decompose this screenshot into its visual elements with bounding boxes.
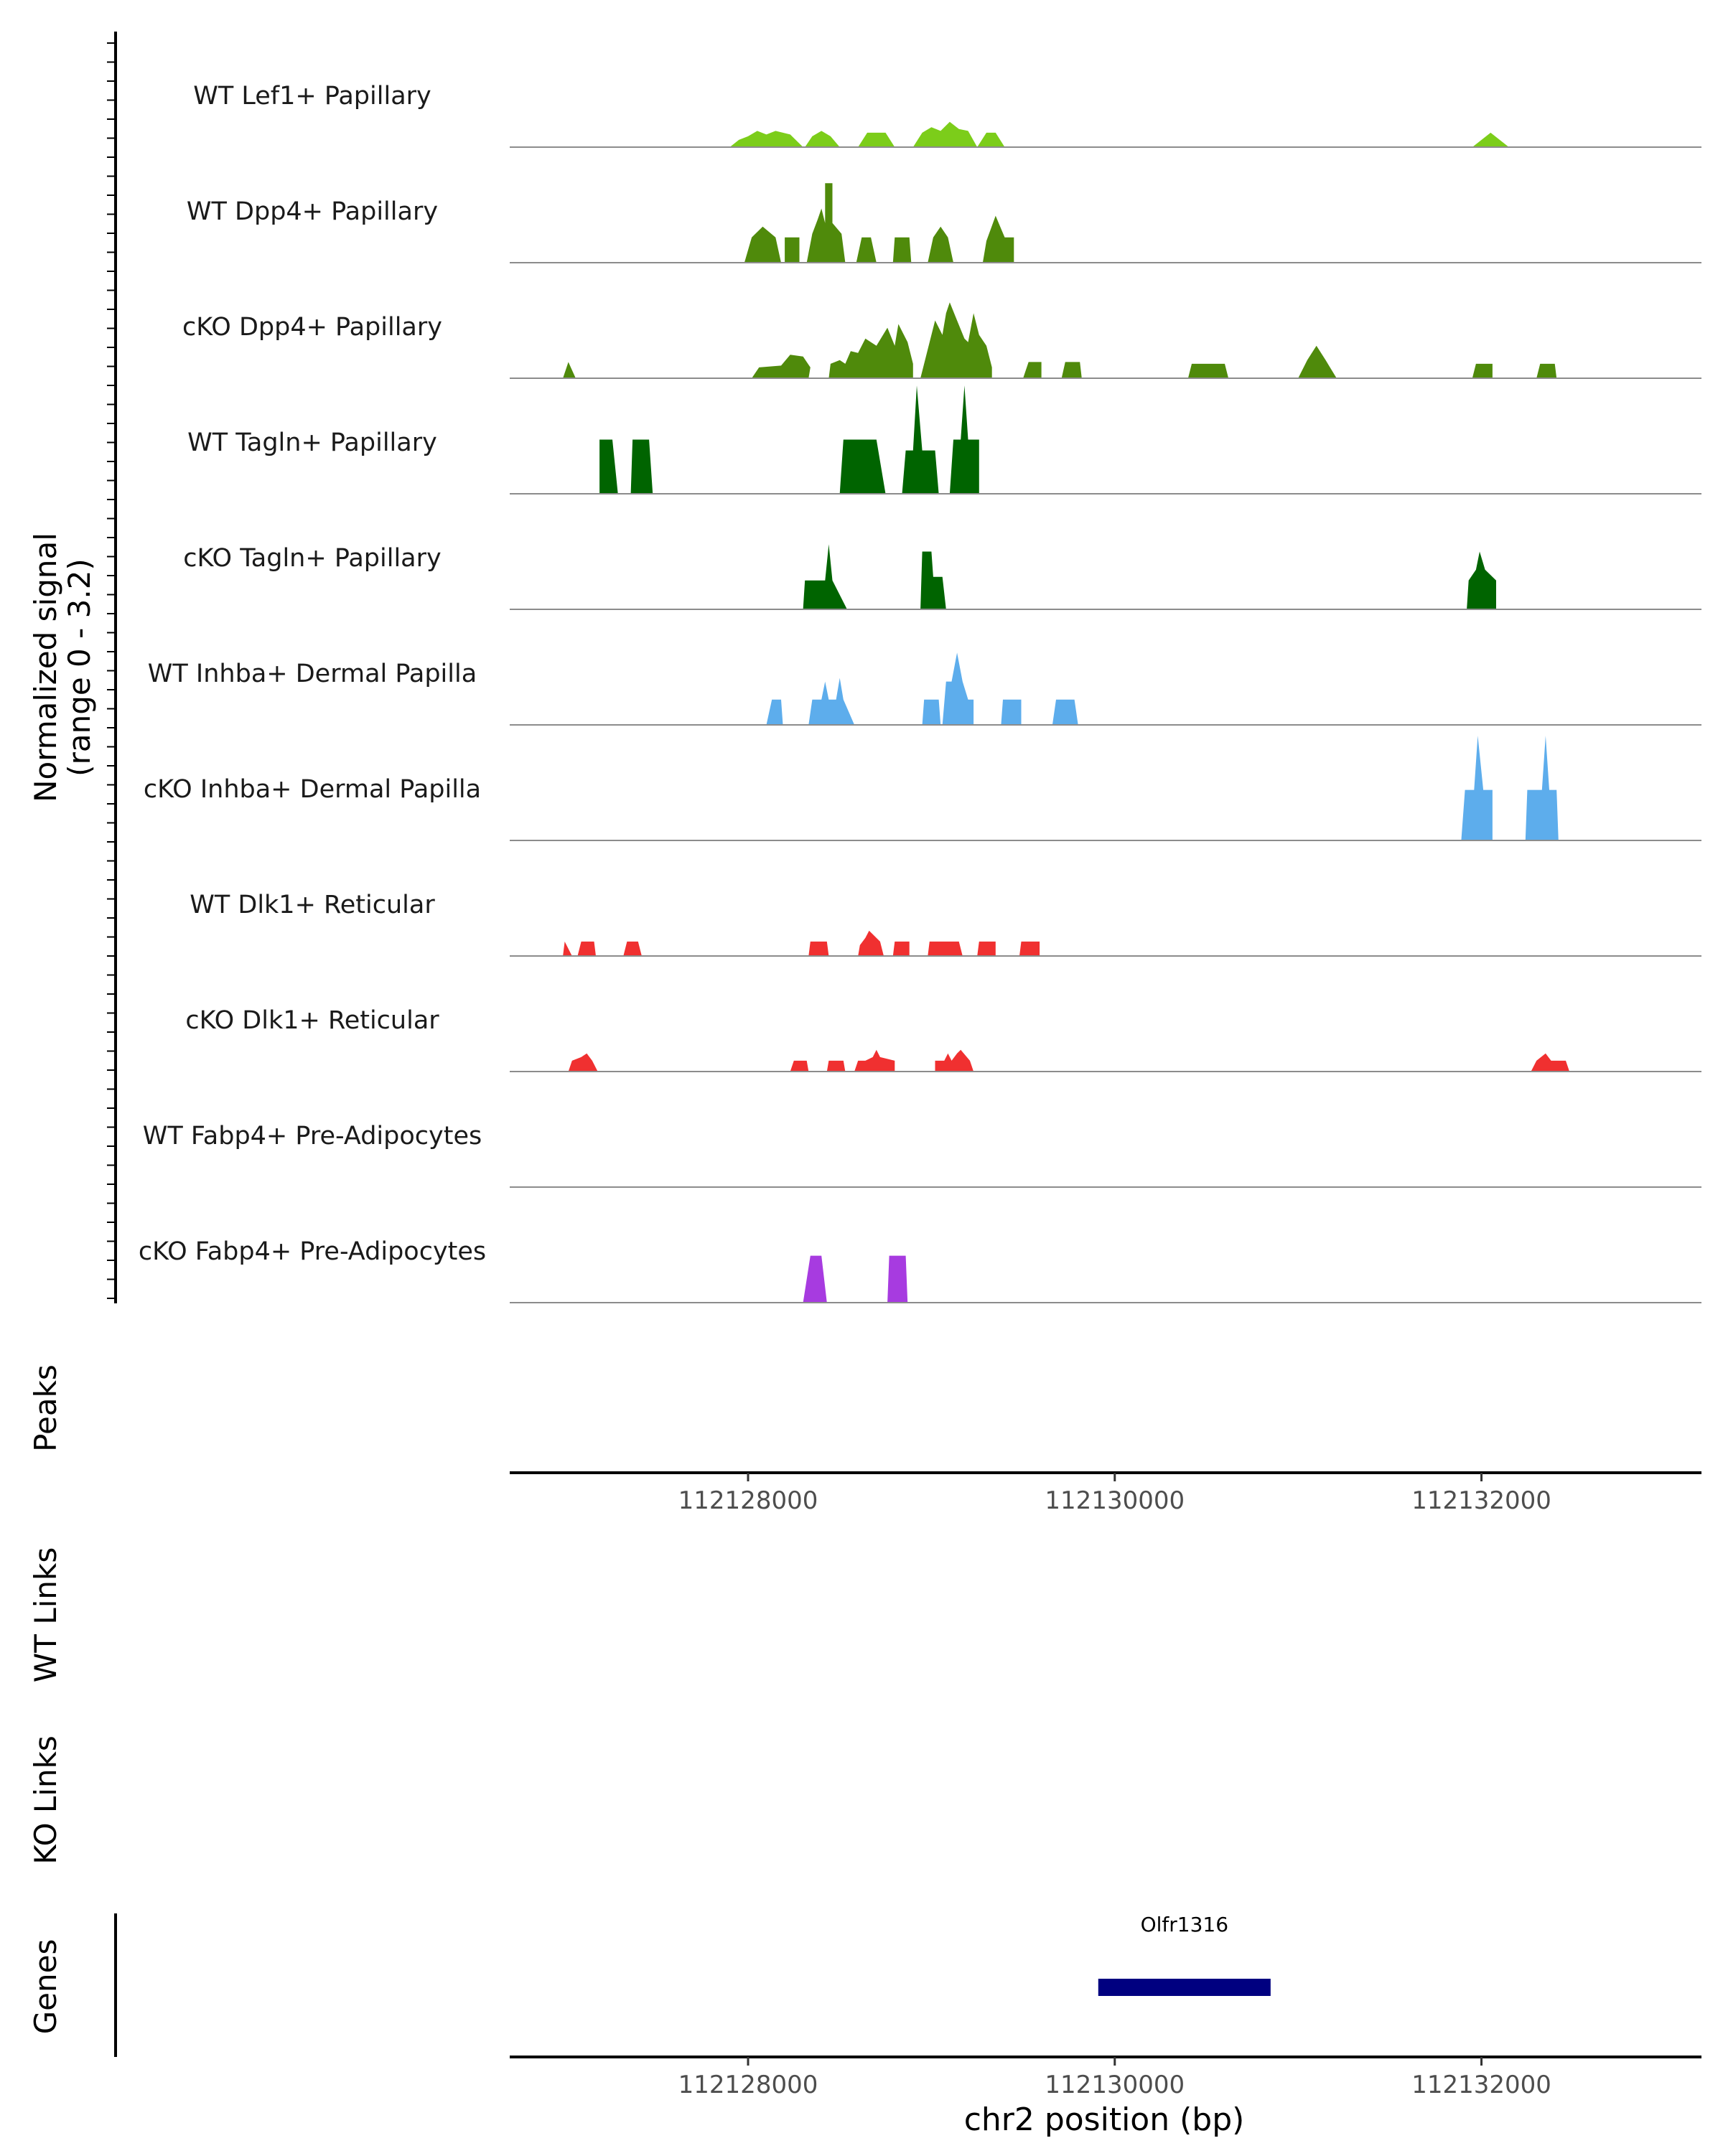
coverage-y-ticks (107, 42, 116, 1299)
coverage-area (563, 930, 1040, 956)
genes-x-ticks: 112128000 112130000 112132000 (678, 2057, 1551, 2099)
track-label: cKO Dpp4+ Papillary (182, 313, 442, 342)
coverage-ylabel-line1: Normalized signal (28, 533, 63, 802)
track-label: WT Dpp4+ Papillary (187, 197, 438, 226)
genes-panel-label: Genes (28, 1939, 63, 2035)
track: WT Lef1+ Papillary (193, 82, 1701, 148)
track: cKO Tagln+ Papillary (183, 544, 1701, 610)
x-axis-title: chr2 position (bp) (964, 2101, 1245, 2138)
track: WT Fabp4+ Pre-Adipocytes (143, 1122, 1701, 1188)
track: WT Tagln+ Papillary (187, 385, 1701, 495)
wt-links-panel-label: WT Links (28, 1547, 63, 1682)
track: cKO Inhba+ Dermal Papilla (144, 736, 1701, 841)
axis-layer: Normalized signal (range 0 - 3.2) Peaks … (28, 32, 1701, 2138)
peaks-panel-label: Peaks (28, 1364, 63, 1452)
track-label: cKO Dlk1+ Reticular (185, 1006, 439, 1035)
coverage-area (568, 1049, 1570, 1072)
genes-layer: Olfr1316 (1098, 1913, 1271, 1996)
coverage-area (599, 385, 979, 494)
track-label: WT Inhba+ Dermal Papilla (148, 660, 477, 688)
coverage-ylabel-line2: (range 0 - 3.2) (62, 558, 97, 777)
track-label: WT Lef1+ Papillary (193, 82, 431, 111)
x-tick-label: 112128000 (678, 1486, 818, 1515)
track: WT Inhba+ Dermal Papilla (148, 652, 1701, 726)
coverage-area (1461, 736, 1559, 840)
track-label: cKO Fabp4+ Pre-Adipocytes (139, 1237, 486, 1266)
tracks-layer: WT Lef1+ Papillary WT Dpp4+ Papillary cKO … (139, 82, 1701, 1303)
gene-label: Olfr1316 (1141, 1913, 1228, 1936)
ko-links-panel-label: KO Links (28, 1735, 63, 1865)
track-label: WT Dlk1+ Reticular (190, 891, 435, 919)
x-tick-label: 112132000 (1411, 2071, 1551, 2099)
track: WT Dlk1+ Reticular (190, 891, 1701, 957)
coverage-area (766, 652, 1078, 725)
track-label: cKO Tagln+ Papillary (183, 544, 442, 573)
gene-body (1098, 1979, 1271, 1996)
track-label: WT Fabp4+ Pre-Adipocytes (143, 1122, 482, 1150)
track: cKO Dpp4+ Papillary (182, 302, 1701, 379)
coverage-area (563, 302, 1557, 378)
coverage-area (744, 183, 1014, 263)
track-label: WT Tagln+ Papillary (187, 428, 437, 457)
peaks-x-ticks: 112128000 112130000 112132000 (678, 1473, 1551, 1515)
track: cKO Fabp4+ Pre-Adipocytes (139, 1237, 1701, 1303)
coverage-area (803, 544, 1496, 609)
coverage-area (803, 1255, 908, 1303)
track: cKO Dlk1+ Reticular (185, 1006, 1701, 1072)
x-tick-label: 112130000 (1045, 2071, 1185, 2099)
x-tick-label: 112130000 (1045, 1486, 1185, 1515)
coverage-area (729, 121, 1509, 147)
track-label: cKO Inhba+ Dermal Papilla (144, 775, 481, 804)
x-tick-label: 112128000 (678, 2071, 818, 2099)
track: WT Dpp4+ Papillary (187, 183, 1701, 263)
x-tick-label: 112132000 (1411, 1486, 1551, 1515)
